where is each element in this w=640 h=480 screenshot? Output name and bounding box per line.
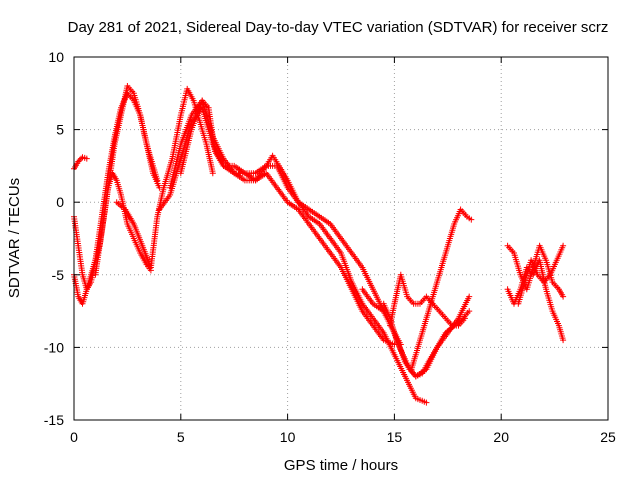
chart-title: Day 281 of 2021, Sidereal Day-to-day VTE… (68, 19, 609, 36)
series-track-o (515, 242, 567, 307)
data-series (71, 83, 567, 406)
plot-frame (73, 56, 609, 421)
axis-ticks: 0 5 10 15 20 25 -15 -10 -5 0 5 10 (44, 49, 616, 445)
x-tick-label: 25 (600, 429, 616, 445)
x-tick-label: 15 (387, 429, 403, 445)
y-tick-label: -15 (44, 412, 64, 428)
x-tick-label: 20 (493, 429, 509, 445)
series-track-e (113, 85, 216, 271)
series-track-d (92, 83, 161, 278)
y-tick-label: 10 (48, 49, 64, 65)
series-markers (113, 85, 216, 271)
x-tick-label: 10 (280, 429, 296, 445)
series-markers (71, 170, 154, 307)
series-track-l (408, 206, 475, 373)
x-axis-label: GPS time / hours (284, 457, 398, 474)
series-markers (177, 97, 398, 348)
series-markers (387, 271, 468, 329)
series-line (94, 85, 158, 275)
x-tick-label: 0 (70, 429, 78, 445)
y-tick-label: -5 (52, 267, 65, 283)
y-tick-label: 0 (56, 194, 64, 210)
x-tick-label: 5 (177, 429, 185, 445)
series-markers (515, 242, 567, 307)
series-track-h (177, 97, 398, 348)
series-markers (408, 206, 475, 373)
series-track-c (71, 170, 154, 307)
series-track-k (387, 271, 468, 329)
series-markers (92, 83, 161, 278)
y-tick-label: -10 (44, 339, 64, 355)
y-tick-label: 5 (56, 122, 64, 138)
y-axis-label: SDTVAR / TECUs (6, 178, 23, 298)
series-track-n (504, 257, 567, 344)
